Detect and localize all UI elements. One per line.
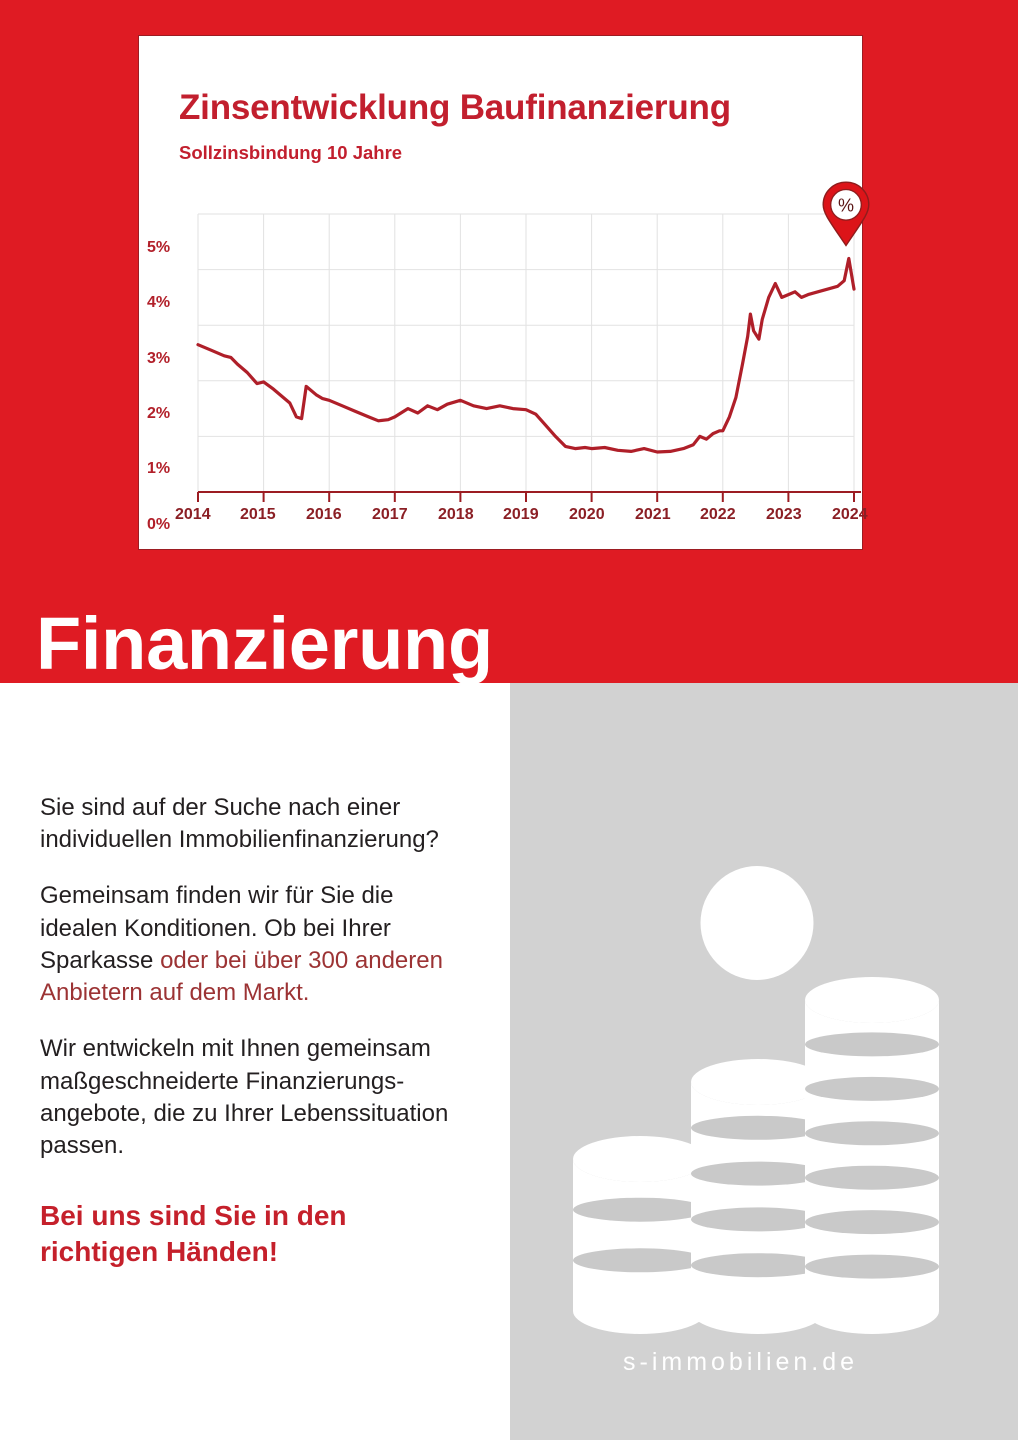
svg-text:%: % (838, 196, 854, 216)
